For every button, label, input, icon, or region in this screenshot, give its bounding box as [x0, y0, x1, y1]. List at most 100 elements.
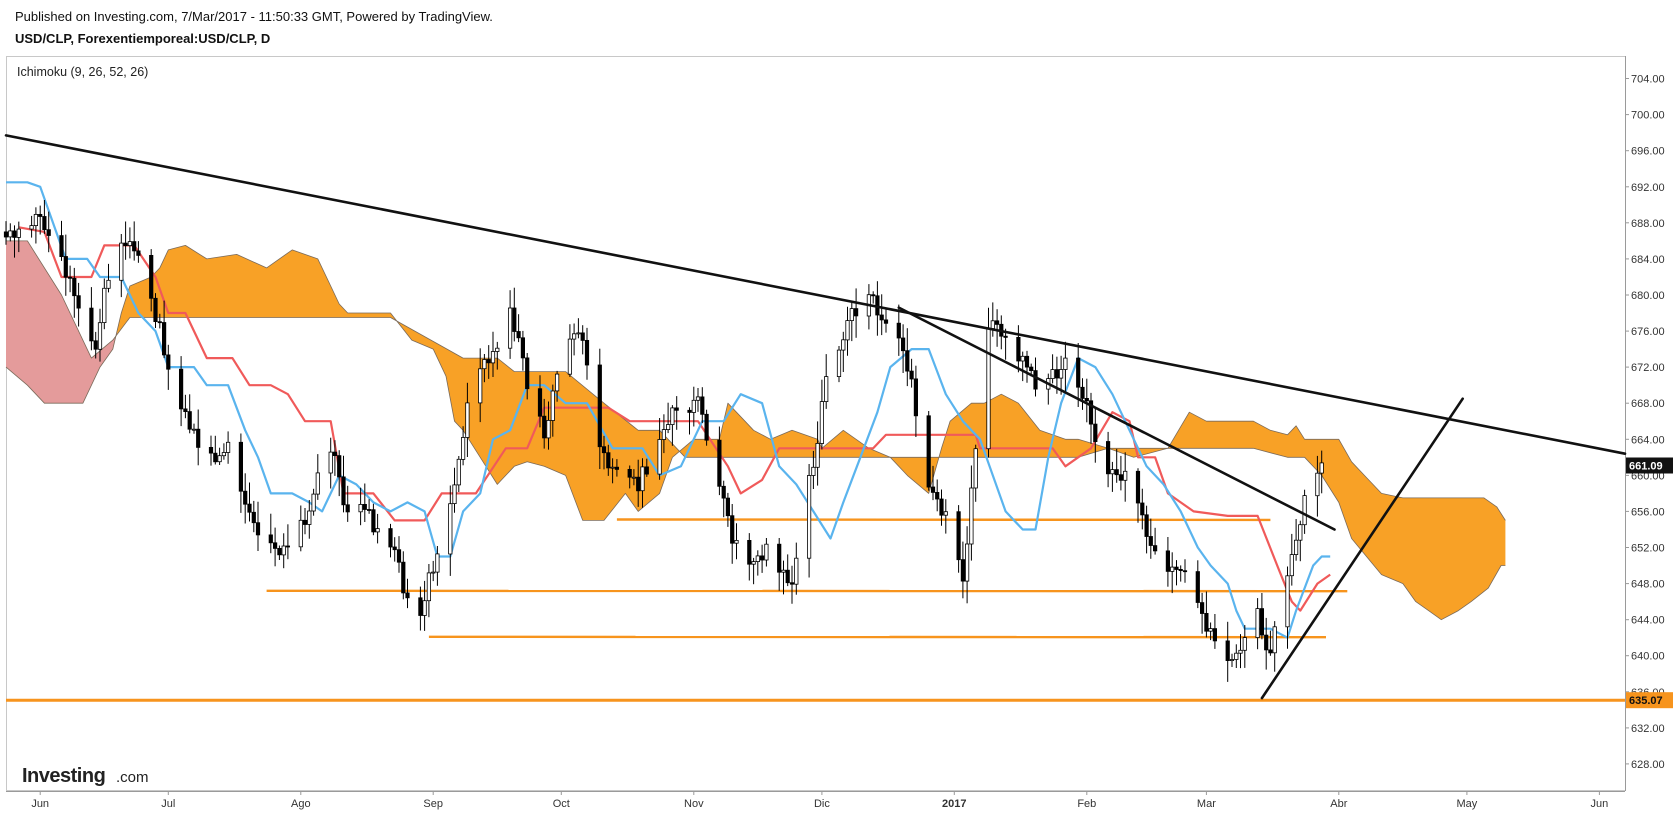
- candle-down: [542, 415, 547, 439]
- candle-up: [1285, 575, 1290, 628]
- price-tick-label: 648.00: [1631, 579, 1665, 591]
- logo-brand: Investing: [22, 765, 105, 787]
- candle-up: [328, 451, 333, 474]
- indicator-label: Ichimoku (9, 26, 52, 26): [17, 65, 148, 79]
- candle-up: [102, 287, 107, 323]
- candle-down: [896, 322, 901, 339]
- candle-up: [16, 228, 21, 238]
- candle-up: [576, 332, 581, 335]
- candle-down: [956, 511, 961, 561]
- candle-up: [311, 493, 316, 512]
- candle-down: [1144, 514, 1149, 537]
- candle-up: [482, 359, 487, 370]
- candle-down: [1029, 366, 1034, 372]
- candle-up: [465, 402, 470, 438]
- time-tick-label: Jul: [161, 798, 175, 810]
- candle-up: [1020, 355, 1025, 362]
- tenkan-sen-line: [6, 181, 1331, 639]
- candle-down: [272, 542, 278, 549]
- price-tick-label: 652.00: [1631, 543, 1665, 555]
- candle-down: [401, 561, 406, 594]
- candle-up: [1110, 469, 1115, 475]
- candle-down: [597, 364, 602, 448]
- candle-up: [943, 511, 948, 516]
- candle-down: [187, 411, 192, 430]
- candle-down: [960, 559, 966, 582]
- candle-down: [72, 277, 77, 297]
- candle-up: [670, 407, 675, 425]
- price-tick-label: 704.00: [1631, 74, 1665, 86]
- support-lines: [6, 518, 1625, 702]
- candle-down: [1268, 649, 1273, 654]
- candle-up: [734, 540, 739, 544]
- candle-down: [337, 455, 342, 478]
- candle-down: [901, 337, 906, 352]
- candle-down: [1118, 474, 1123, 481]
- price-tick-label: 700.00: [1631, 110, 1665, 122]
- candle-down: [747, 540, 752, 565]
- candle-down: [721, 485, 726, 499]
- candle-up: [490, 351, 496, 364]
- published-info: Published on Investing.com, 7/Mar/2017 -…: [15, 9, 493, 24]
- candle-down: [1033, 370, 1038, 390]
- candle-down: [909, 370, 914, 380]
- candle-up: [794, 557, 799, 585]
- candle-down: [166, 354, 171, 370]
- candle-up: [1050, 369, 1055, 380]
- candle-up: [307, 510, 312, 525]
- candle-down: [537, 388, 543, 417]
- candle-up: [691, 399, 696, 413]
- candle-up: [426, 572, 432, 602]
- candle-down: [418, 597, 423, 616]
- candle-down: [371, 509, 376, 533]
- candle-up: [546, 419, 551, 439]
- candle-up: [1255, 608, 1260, 638]
- candle-up: [1234, 652, 1239, 660]
- candle-up: [1123, 470, 1128, 481]
- candle-down: [208, 446, 214, 454]
- candle-down: [486, 359, 491, 364]
- candle-up: [631, 476, 637, 479]
- candle-down: [247, 503, 252, 513]
- price-axis: 704.00 700.00 696.00 692.00 688.00 684.00 680.…: [1625, 74, 1673, 771]
- candle-down: [995, 320, 1000, 325]
- candle-up: [845, 320, 850, 341]
- candle-down: [777, 543, 782, 573]
- candle-up: [8, 230, 13, 238]
- candle-down: [1024, 355, 1030, 368]
- candle-up: [431, 571, 436, 574]
- candle-down: [525, 357, 530, 390]
- time-tick-label: Oct: [553, 798, 570, 810]
- candle-up: [315, 472, 320, 495]
- candle-down: [1088, 400, 1094, 425]
- candle-down: [879, 314, 884, 321]
- candle-down: [213, 452, 218, 463]
- candle-down: [1054, 369, 1059, 379]
- candle-down: [704, 413, 709, 441]
- candle-down: [512, 307, 517, 332]
- candle-up: [1315, 472, 1320, 497]
- price-tick-label: 668.00: [1631, 398, 1665, 410]
- last-price-tag: [1626, 457, 1673, 474]
- candle-up: [695, 396, 701, 401]
- time-axis: Jun Jul Ago Sep Oct Nov Dic 2017 Feb Mar Abr May Jun: [31, 791, 1608, 810]
- candle-up: [815, 442, 820, 468]
- candle-up: [1059, 369, 1064, 379]
- time-tick-label: Nov: [684, 798, 704, 810]
- candle-down: [362, 503, 367, 510]
- candle-down: [183, 408, 188, 412]
- candle-down: [1093, 423, 1098, 443]
- candle-up: [456, 458, 461, 486]
- candle-down: [341, 476, 346, 506]
- candle-down: [1148, 536, 1153, 546]
- candle-down: [178, 368, 184, 410]
- time-tick-label: Jun: [1591, 798, 1609, 810]
- candle-down: [1165, 550, 1170, 572]
- candle-down: [136, 250, 141, 256]
- candle-up: [478, 368, 483, 404]
- candle-up: [119, 242, 124, 281]
- candle-down: [883, 319, 889, 324]
- candle-down: [905, 350, 910, 372]
- candle-up: [1319, 462, 1324, 474]
